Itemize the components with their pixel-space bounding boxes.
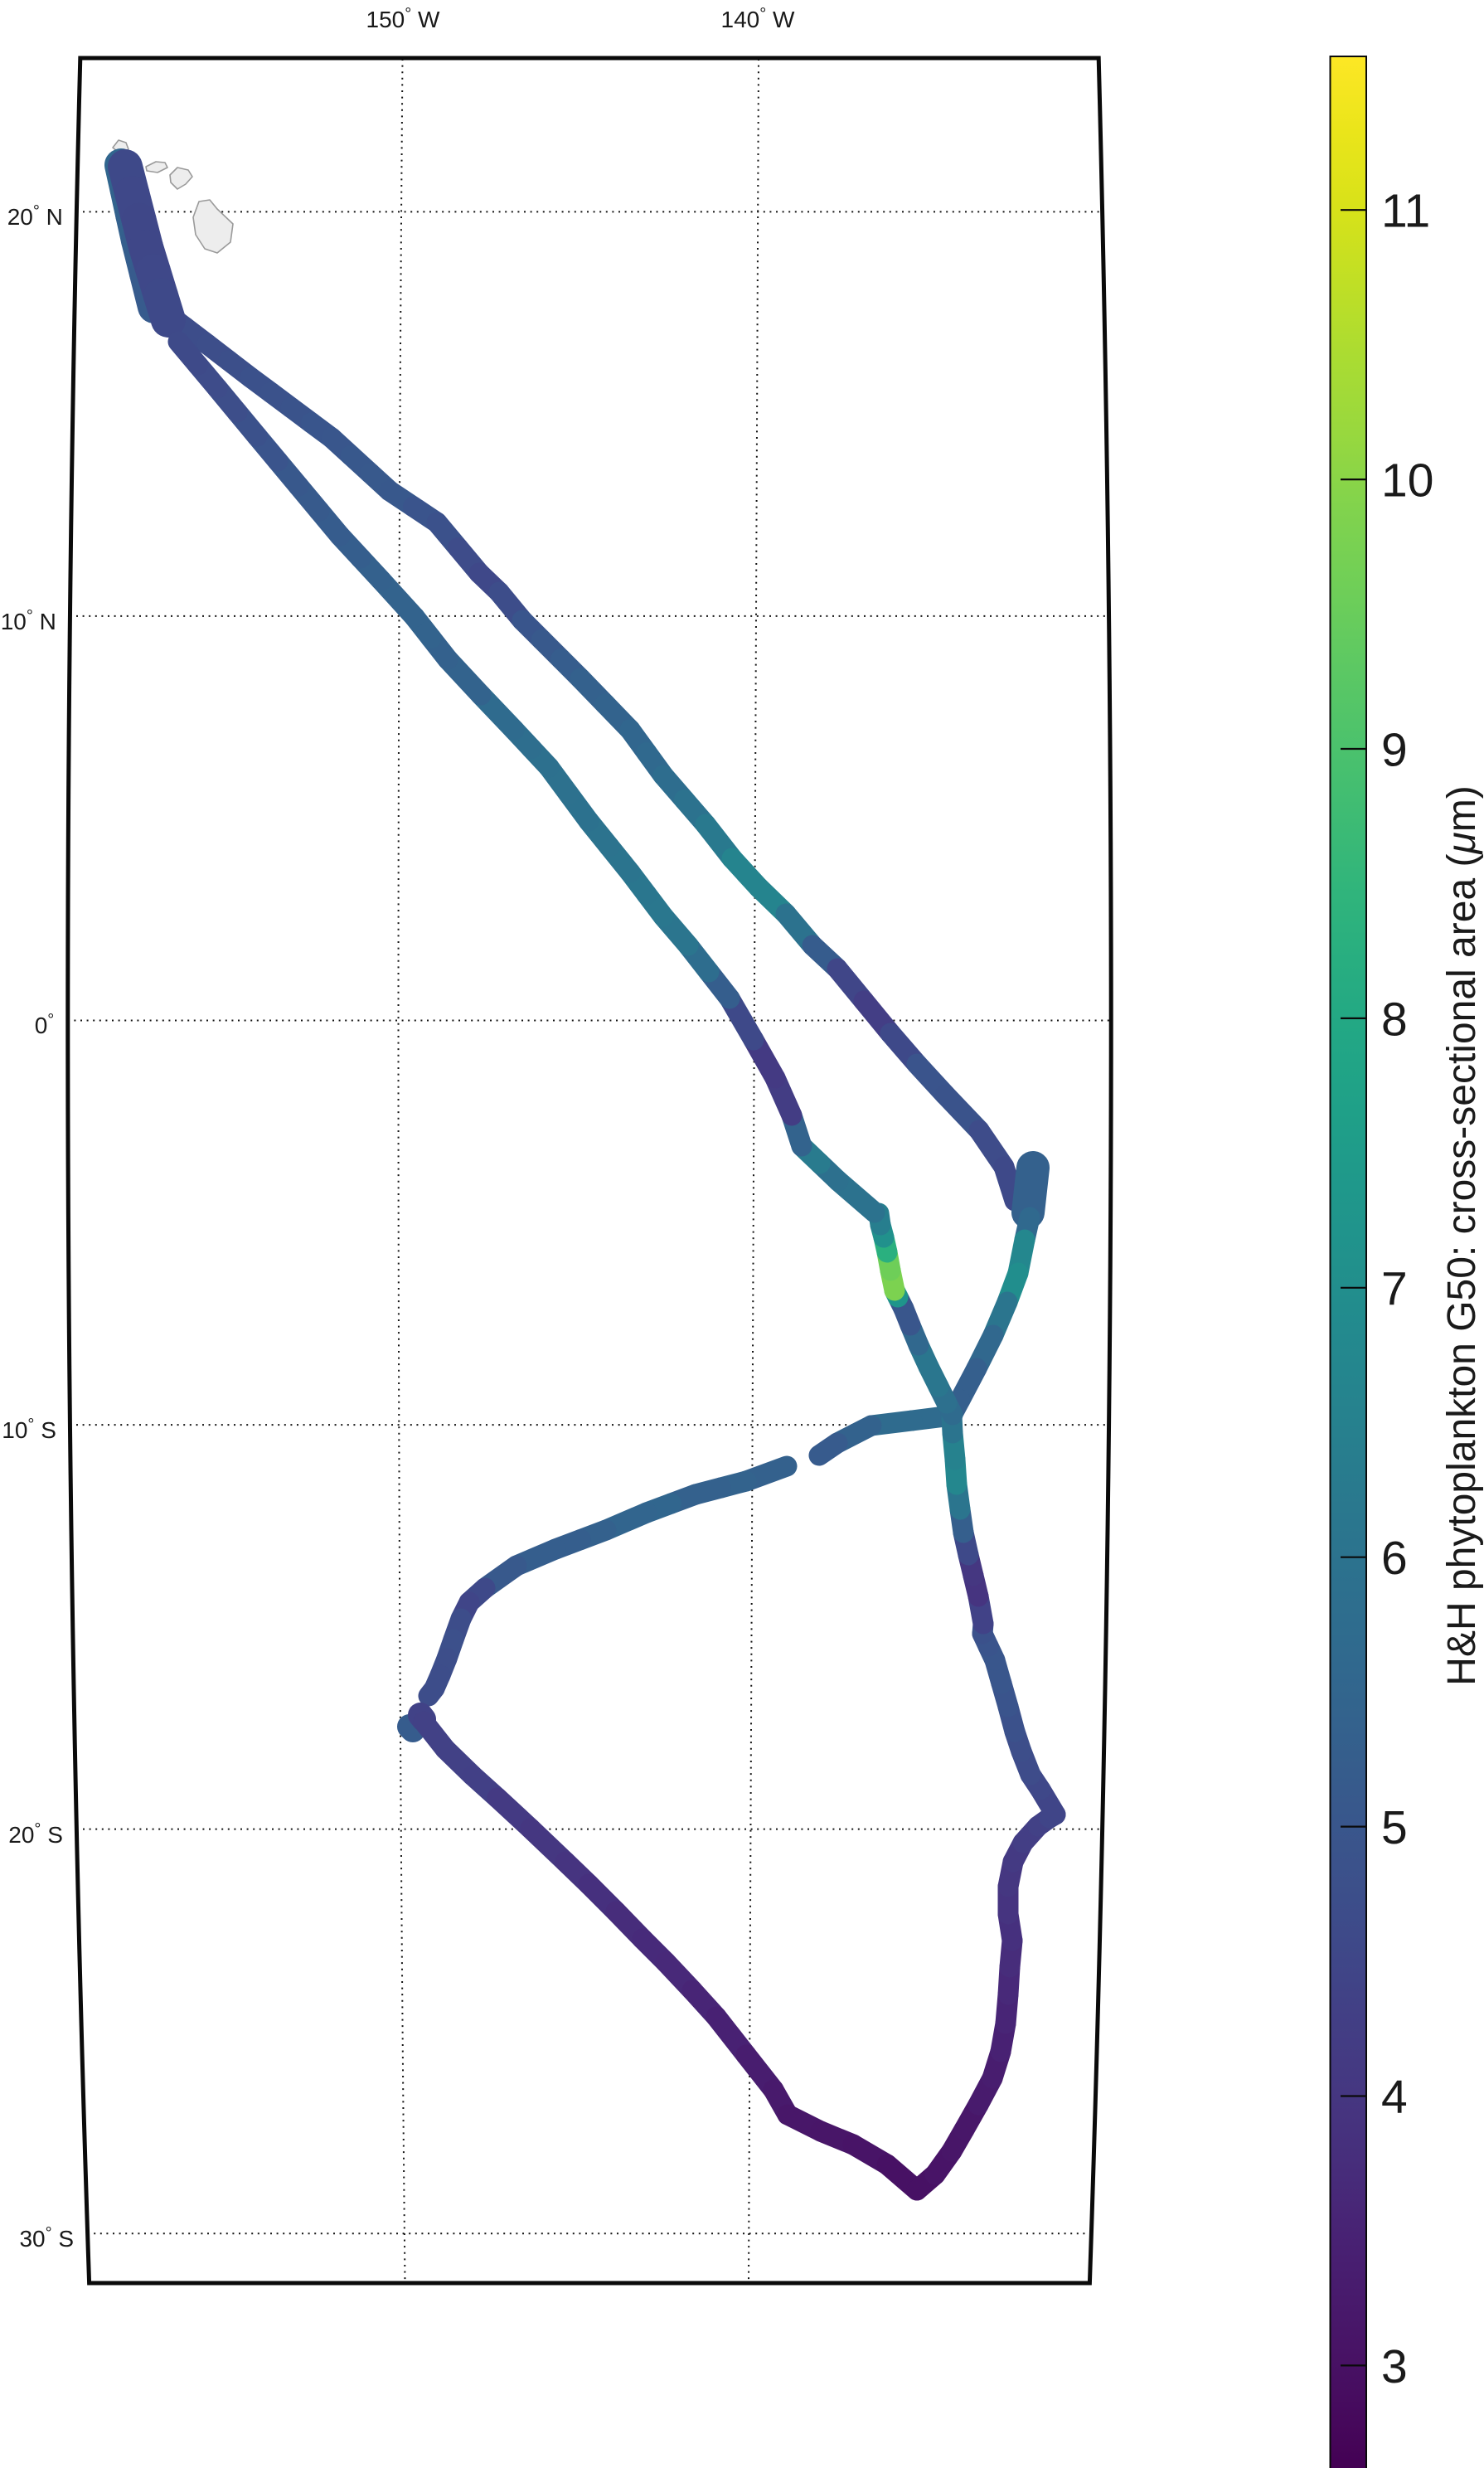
svg-text:3: 3: [1381, 2340, 1408, 2393]
svg-text:4: 4: [1381, 2071, 1408, 2124]
svg-text:20° S: 20° S: [8, 1820, 63, 1848]
svg-text:5: 5: [1381, 1801, 1408, 1854]
svg-text:9: 9: [1381, 724, 1408, 777]
svg-text:140° W: 140° W: [721, 5, 795, 32]
svg-text:30° S: 30° S: [19, 2224, 74, 2252]
svg-text:8: 8: [1381, 993, 1408, 1046]
svg-text:6: 6: [1381, 1532, 1408, 1585]
svg-text:7: 7: [1381, 1262, 1408, 1315]
svg-text:10: 10: [1381, 454, 1433, 508]
svg-text:10° S: 10° S: [2, 1416, 56, 1443]
svg-text:H&H phytoplankton G50: cross-s: H&H phytoplankton G50: cross-sectional a…: [1440, 785, 1484, 1685]
svg-text:11: 11: [1381, 185, 1430, 238]
svg-text:150° W: 150° W: [366, 5, 440, 32]
